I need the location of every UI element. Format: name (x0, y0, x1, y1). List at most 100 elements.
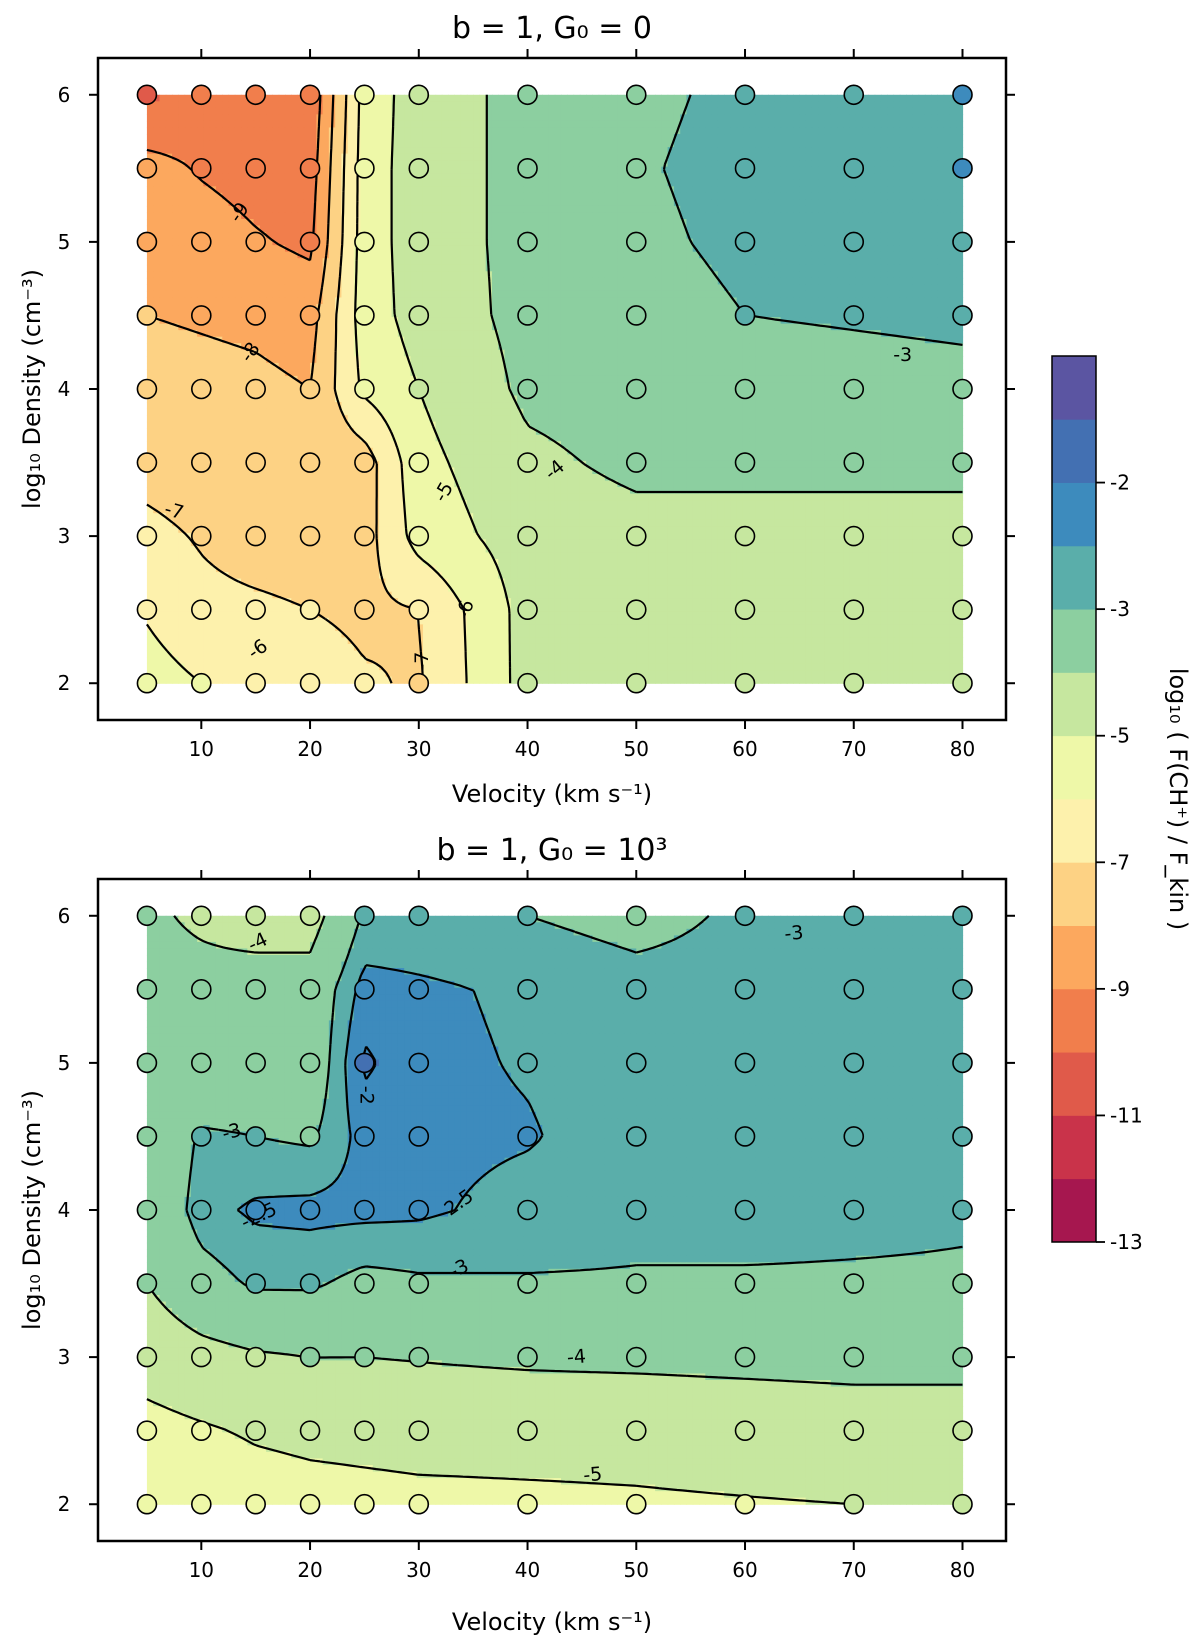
fill-cell (599, 121, 606, 128)
fill-cell (511, 121, 518, 128)
fill-cell (197, 108, 204, 115)
fill-cell (586, 101, 593, 108)
fill-cell (542, 114, 549, 121)
fill-cell (574, 173, 581, 180)
fill-cell (511, 134, 518, 141)
fill-cell (228, 121, 235, 128)
fill-cell (893, 127, 900, 134)
fill-cell (373, 147, 380, 154)
fill-cell (385, 108, 392, 115)
fill-cell (737, 121, 744, 128)
fill-cell (580, 147, 587, 154)
fill-cell (348, 121, 355, 128)
fill-cell (592, 95, 599, 102)
fill-cell (893, 180, 900, 187)
fill-cell (806, 154, 813, 161)
fill-cell (937, 160, 944, 167)
fill-cell (335, 127, 342, 134)
fill-cell (335, 147, 342, 154)
fill-cell (906, 186, 913, 193)
fill-cell (166, 199, 173, 206)
fill-cell (216, 167, 223, 174)
fill-cell (454, 173, 461, 180)
fill-cell (937, 193, 944, 200)
fill-cell (216, 160, 223, 167)
fill-cell (235, 108, 242, 115)
contour-fill (147, 95, 963, 684)
fill-cell (492, 114, 499, 121)
fill-cell (624, 186, 631, 193)
fill-cell (228, 101, 235, 108)
fill-cell (498, 134, 505, 141)
fill-cell (216, 147, 223, 154)
fill-cell (159, 173, 166, 180)
fill-cell (730, 114, 737, 121)
fill-cell (912, 160, 919, 167)
fill-cell (574, 141, 581, 148)
fill-cell (712, 193, 719, 200)
fill-cell (454, 121, 461, 128)
fill-cell (643, 193, 650, 200)
fill-cell (498, 114, 505, 121)
fill-cell (912, 114, 919, 121)
fill-cell (850, 127, 857, 134)
fill-cell (203, 147, 210, 154)
fill-cell (473, 186, 480, 193)
fill-cell (661, 147, 668, 154)
fill-cell (191, 199, 198, 206)
fill-cell (285, 160, 292, 167)
fill-cell (197, 141, 204, 148)
fill-cell (799, 134, 806, 141)
fill-cell (617, 95, 624, 102)
fill-cell (385, 134, 392, 141)
fill-cell (417, 121, 424, 128)
fill-cell (580, 101, 587, 108)
fill-cell (511, 160, 518, 167)
fill-cell (950, 121, 957, 128)
fill-cell (348, 173, 355, 180)
fill-cell (755, 180, 762, 187)
fill-cell (875, 95, 882, 102)
fill-cell (919, 154, 926, 161)
fill-cell (674, 180, 681, 187)
fill-cell (755, 114, 762, 121)
fill-cell (912, 167, 919, 174)
fill-cell (548, 147, 555, 154)
fill-cell (950, 186, 957, 193)
fill-cell (473, 193, 480, 200)
panel-title: b = 1, G₀ = 0 (452, 11, 652, 46)
fill-cell (379, 173, 386, 180)
fill-cell (254, 121, 261, 128)
fill-cell (768, 95, 775, 102)
fill-cell (944, 134, 951, 141)
fill-cell (266, 173, 273, 180)
fill-cell (448, 180, 455, 187)
fill-cell (197, 147, 204, 154)
fill-cell (360, 141, 367, 148)
fill-cell (900, 134, 907, 141)
fill-cell (385, 95, 392, 102)
fill-cell (298, 154, 305, 161)
fill-cell (379, 193, 386, 200)
fill-cell (172, 127, 179, 134)
fill-cell (925, 180, 932, 187)
fill-cell (185, 173, 192, 180)
fill-cell (492, 167, 499, 174)
fill-cell (580, 167, 587, 174)
fill-cell (398, 147, 405, 154)
fill-cell (875, 160, 882, 167)
fill-cell (348, 147, 355, 154)
fill-cell (247, 141, 254, 148)
fill-cell (712, 101, 719, 108)
fill-cell (222, 141, 229, 148)
fill-cell (649, 134, 656, 141)
fill-cell (906, 154, 913, 161)
fill-cell (505, 193, 512, 200)
fill-cell (185, 141, 192, 148)
fill-cell (417, 141, 424, 148)
fill-cell (944, 114, 951, 121)
fill-cell (831, 173, 838, 180)
fill-cell (548, 134, 555, 141)
fill-cell (178, 186, 185, 193)
fill-cell (912, 147, 919, 154)
